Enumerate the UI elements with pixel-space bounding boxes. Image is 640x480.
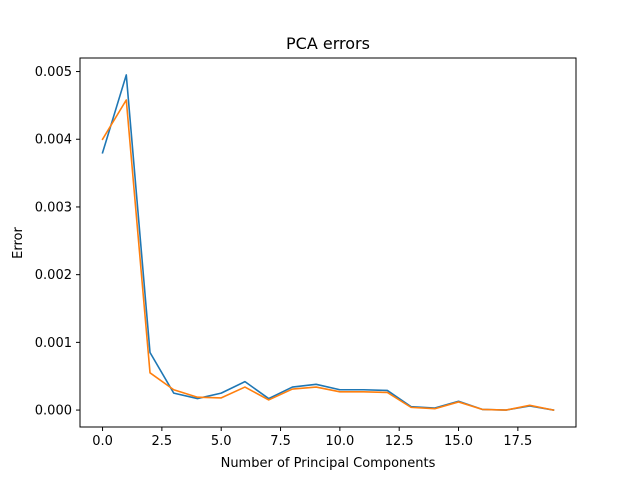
plot-area-frame [79, 57, 577, 428]
x-axis-ticks: 0.0 2.5 5.0 7.5 10.0 12.5 15.0 17.5 [92, 427, 532, 449]
y-axis-ticks: 0.000 0.001 0.002 0.003 0.004 0.005 [35, 65, 80, 419]
x-tick-label: 5.0 [211, 434, 232, 449]
chart-title: PCA errors [286, 34, 370, 53]
x-tick-label: 7.5 [270, 434, 291, 449]
x-tick-label: 12.5 [385, 434, 414, 449]
x-tick-label: 2.5 [152, 434, 173, 449]
x-tick-label: 0.0 [92, 434, 113, 449]
x-tick-label: 17.5 [503, 434, 532, 449]
y-tick-label: 0.002 [35, 268, 72, 283]
y-axis-label: Error [11, 227, 26, 259]
y-tick-label: 0.003 [35, 200, 72, 215]
y-tick-label: 0.000 [35, 404, 72, 419]
y-tick-label: 0.004 [35, 133, 72, 148]
x-tick-label: 15.0 [444, 434, 473, 449]
y-tick-label: 0.001 [35, 336, 72, 351]
series-line-2 [101, 99, 555, 412]
y-tick-label: 0.005 [35, 65, 72, 80]
x-tick-label: 10.0 [325, 434, 354, 449]
series-layer [101, 74, 555, 412]
x-axis-label: Number of Principal Components [221, 456, 436, 471]
